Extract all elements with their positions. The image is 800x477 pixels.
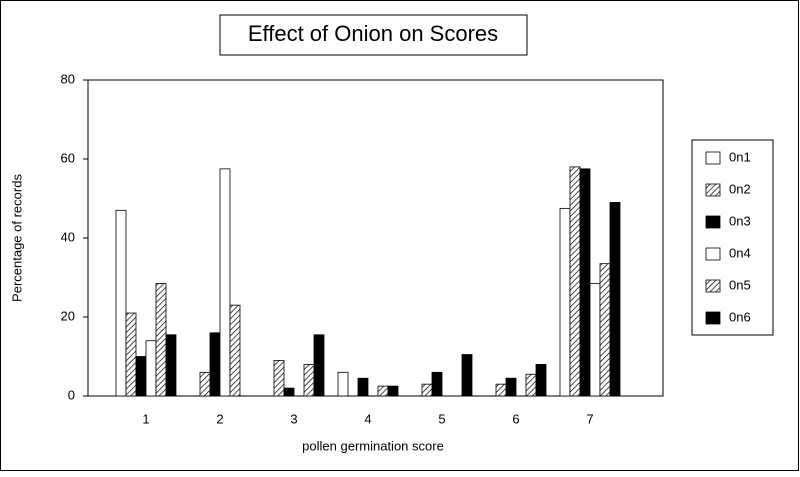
x-tick-label: 4 [364,411,371,426]
legend-label: 0n1 [729,149,751,164]
bar [165,334,177,397]
bar [337,371,349,397]
bar [589,283,601,397]
x-tick-label: 3 [290,411,297,426]
y-tick-label: 80 [61,71,75,86]
x-tick-label: 7 [586,411,593,426]
bar [421,383,433,397]
bar [125,312,137,397]
x-tick-label: 5 [438,411,445,426]
bar [579,168,591,397]
x-tick-label: 6 [512,411,519,426]
bar [199,371,211,397]
bar [283,387,295,397]
bar [313,334,325,397]
bar [559,207,571,397]
bar [387,385,399,397]
legend-swatch [705,183,721,197]
legend-swatch [705,311,721,325]
bar [525,373,537,397]
x-tick-label: 2 [216,411,223,426]
y-tick-label: 40 [61,229,75,244]
bar [145,340,157,397]
bar [505,377,517,397]
bar [273,360,285,397]
legend-label: 0n5 [729,277,751,292]
bar [599,263,611,397]
legend-label: 0n3 [729,213,751,228]
legend-swatch [705,247,721,261]
y-tick-label: 20 [61,308,75,323]
legend-swatch [705,151,721,165]
chart-title: Effect of Onion on Scores [248,21,498,46]
bar [303,363,315,397]
legend-swatch [705,215,721,229]
y-tick-label: 60 [61,150,75,165]
legend-label: 0n4 [729,245,751,260]
legend-box [691,139,774,336]
y-axis-label: Percentage of records [9,174,24,302]
legend-swatch [705,279,721,293]
bar [209,332,221,397]
bar [569,166,581,397]
legend-label: 0n2 [729,181,751,196]
bar [357,377,369,397]
bar [115,209,127,397]
title-box [219,14,528,56]
bar [135,356,147,397]
bar [155,283,167,397]
y-tick-label: 0 [68,387,75,402]
bar [461,354,473,397]
bar [377,385,389,397]
bar [431,371,443,397]
bar [495,383,507,397]
legend-label: 0n6 [729,309,751,324]
x-tick-label: 1 [142,411,149,426]
bar [609,202,621,397]
bar [219,168,231,397]
bar [535,363,547,397]
x-axis-label: pollen germination score [302,438,444,453]
bar [229,304,241,397]
